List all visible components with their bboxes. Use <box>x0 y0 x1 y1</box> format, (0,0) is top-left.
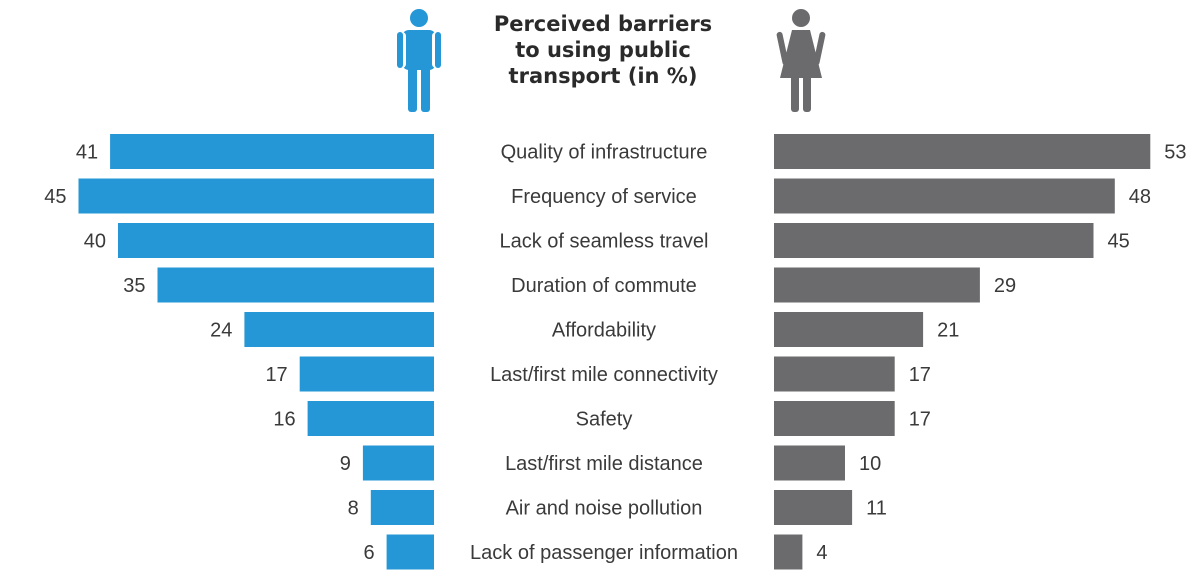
female-bar <box>774 356 895 392</box>
male-value-label: 17 <box>265 364 287 386</box>
category-label: Last/first mile distance <box>505 453 703 475</box>
female-value-label: 48 <box>1129 186 1151 208</box>
female-value-label: 29 <box>994 275 1016 297</box>
male-bar <box>157 267 434 303</box>
category-label: Quality of infrastructure <box>501 142 708 164</box>
male-bar <box>362 445 434 481</box>
female-bar <box>774 223 1094 258</box>
chart-title-line-3: transport (in %) <box>509 64 698 88</box>
category-label: Duration of commute <box>511 275 697 297</box>
female-bar <box>774 267 980 303</box>
female-value-label: 17 <box>909 364 931 386</box>
female-person-icon <box>776 9 826 112</box>
category-label: Air and noise pollution <box>506 498 703 520</box>
male-bar <box>244 312 434 347</box>
male-value-label: 40 <box>84 231 106 253</box>
female-bar <box>774 534 803 570</box>
female-bar <box>774 312 924 347</box>
female-bar <box>774 490 853 525</box>
male-bar <box>370 490 434 525</box>
male-value-label: 35 <box>123 275 145 297</box>
female-value-label: 53 <box>1164 142 1186 164</box>
male-value-label: 16 <box>273 409 295 431</box>
male-value-label: 6 <box>363 542 374 564</box>
category-label: Frequency of service <box>511 186 697 208</box>
female-value-label: 17 <box>909 409 931 431</box>
male-bar <box>386 534 434 570</box>
male-bar <box>78 178 434 214</box>
male-value-label: 9 <box>340 453 351 475</box>
female-value-label: 10 <box>859 453 881 475</box>
female-bar <box>774 401 895 436</box>
category-label: Lack of seamless travel <box>500 231 709 253</box>
male-value-label: 45 <box>44 186 66 208</box>
male-value-label: 24 <box>210 320 232 342</box>
female-value-label: 11 <box>866 498 887 520</box>
male-bar <box>299 356 434 392</box>
male-bar <box>307 401 434 436</box>
category-label: Last/first mile connectivity <box>490 364 718 386</box>
female-bar <box>774 445 845 481</box>
male-value-label: 8 <box>348 498 359 520</box>
category-label: Affordability <box>552 320 656 342</box>
female-value-label: 4 <box>816 542 827 564</box>
female-bar <box>774 178 1115 214</box>
chart-title-line-2: to using public <box>515 38 691 62</box>
male-bar <box>110 134 434 169</box>
female-value-label: 21 <box>937 320 959 342</box>
female-value-label: 45 <box>1108 231 1130 253</box>
category-label: Lack of passenger information <box>470 542 738 564</box>
chart-title-line-1: Perceived barriers <box>494 12 712 36</box>
category-label: Safety <box>576 409 633 431</box>
male-person-icon <box>397 9 441 112</box>
male-value-label: 41 <box>76 142 98 164</box>
female-bar <box>774 134 1151 169</box>
male-bar <box>118 223 434 258</box>
